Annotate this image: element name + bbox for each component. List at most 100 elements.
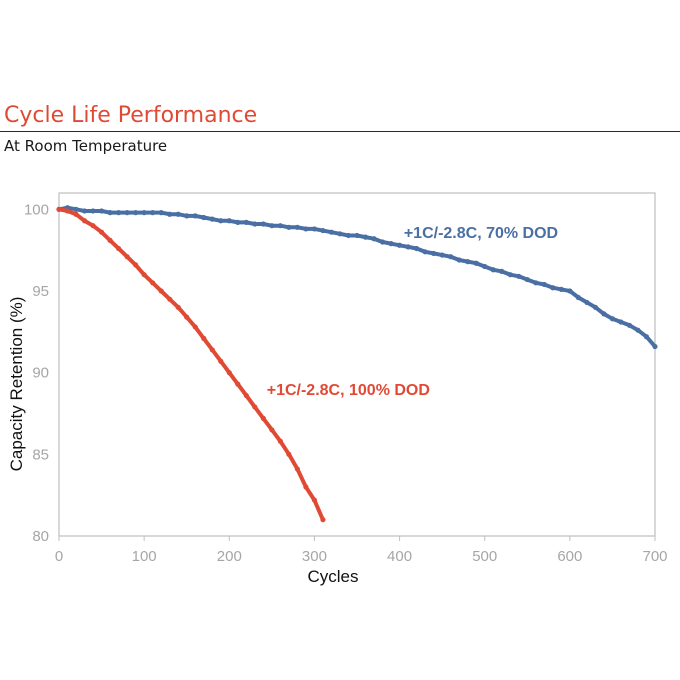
data-point: [422, 249, 428, 255]
data-point: [243, 392, 249, 399]
data-point: [201, 214, 207, 221]
data-point: [73, 211, 79, 217]
data-point: [482, 263, 488, 270]
data-point: [184, 213, 190, 219]
data-point: [141, 210, 147, 216]
data-point: [107, 210, 113, 216]
data-point: [226, 218, 232, 224]
y-axis-ticks: 80 85 90 95 100: [24, 201, 49, 545]
data-point: [516, 273, 522, 279]
data-point: [235, 219, 241, 225]
data-point: [601, 311, 607, 317]
data-point: [133, 210, 139, 216]
data-point: [456, 257, 462, 263]
data-point: [90, 208, 96, 214]
data-point: [345, 232, 352, 239]
data-point: [260, 221, 266, 227]
data-point: [277, 438, 283, 444]
data-point: [362, 234, 369, 240]
data-point: [533, 280, 539, 286]
data-point: [235, 381, 241, 387]
data-point: [175, 211, 181, 217]
annotation-layer: +1C/-2.8C, 70% DOD +1C/-2.8C, 100% DOD: [267, 225, 558, 399]
data-point: [167, 296, 173, 302]
y-axis-title: Capacity Retention (%): [7, 297, 26, 472]
data-point: [158, 210, 164, 216]
data-point: [575, 294, 581, 301]
data-point: [567, 288, 573, 294]
data-point: [286, 224, 292, 230]
data-point: [286, 451, 292, 457]
data-point: [243, 219, 249, 225]
x-tick-label: 700: [642, 548, 667, 565]
data-point: [303, 484, 309, 490]
data-point: [507, 272, 513, 278]
data-point: [73, 206, 79, 212]
data-point: [635, 327, 641, 333]
data-point: [490, 267, 496, 273]
data-point: [550, 285, 556, 291]
data-point: [371, 236, 377, 242]
data-point: [473, 260, 479, 266]
data-point: [354, 232, 360, 239]
data-point: [192, 213, 198, 219]
data-point: [133, 262, 139, 268]
data-point: [192, 324, 198, 330]
data-point: [269, 223, 275, 229]
data-point: [116, 210, 122, 216]
data-point: [175, 304, 181, 310]
data-point: [652, 343, 658, 350]
series-1: [56, 205, 658, 350]
data-point: [201, 335, 207, 341]
data-point: [260, 415, 266, 421]
y-tick-label: 80: [32, 528, 49, 545]
data-point: [116, 245, 122, 252]
data-point: [184, 314, 190, 320]
data-point: [618, 319, 624, 325]
data-point: [226, 370, 232, 376]
data-point: [524, 276, 530, 283]
data-point: [218, 358, 224, 364]
data-point: [294, 224, 300, 230]
data-point: [294, 466, 300, 472]
data-point: [252, 221, 258, 227]
plot-area-frame: [58, 192, 656, 537]
data-point: [64, 208, 71, 214]
x-tick-label: 400: [387, 548, 412, 565]
data-point: [303, 226, 309, 232]
data-point: [626, 322, 633, 328]
data-point: [81, 208, 88, 214]
data-point: [269, 427, 275, 433]
x-axis-ticks: 0 100 200 300 400 500 600 700: [55, 536, 668, 565]
data-point: [90, 223, 96, 229]
data-point: [439, 252, 445, 258]
data-point: [98, 229, 105, 235]
data-point: [107, 237, 113, 243]
data-point: [277, 223, 283, 229]
page-title: Cycle Life Performance: [4, 103, 258, 128]
page-subtitle: At Room Temperature: [4, 137, 168, 155]
data-point: [379, 239, 386, 245]
data-point: [396, 242, 403, 248]
y-tick-label: 85: [32, 446, 49, 463]
data-point: [643, 334, 650, 340]
data-point: [465, 259, 471, 265]
data-point: [311, 226, 318, 232]
x-tick-label: 500: [472, 548, 497, 565]
y-tick-label: 90: [32, 365, 49, 382]
data-point: [150, 280, 156, 286]
series-2: [56, 206, 326, 523]
data-point: [320, 517, 326, 523]
data-point: [541, 281, 547, 288]
data-point: [320, 227, 326, 234]
series-line: [57, 207, 325, 522]
data-point: [209, 216, 215, 222]
x-tick-label: 0: [55, 548, 63, 565]
x-tick-label: 200: [217, 548, 242, 565]
data-point: [558, 286, 564, 292]
data-point: [414, 245, 420, 252]
title-divider: [0, 131, 680, 132]
x-tick-label: 100: [132, 548, 157, 565]
data-point: [124, 254, 130, 260]
